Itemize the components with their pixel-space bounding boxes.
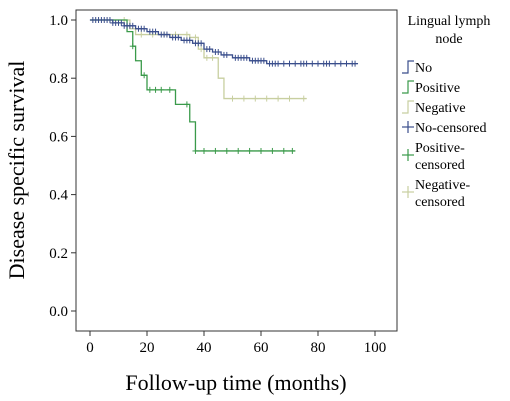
legend-label-positive: Positive [415,81,460,96]
censor-mark-no [198,40,205,47]
censor-mark-no [223,51,230,58]
legend-title: node [435,32,462,47]
censor-mark-positive [289,147,296,154]
y-tick-label: 0.6 [49,129,68,145]
legend-censor-mark-no [402,121,414,133]
censor-mark-positive [201,147,207,154]
legend-line-positive [402,80,414,94]
censor-mark-positive [141,72,148,79]
censor-mark-negative [240,95,247,102]
legend-censor-label-negative: censored [415,195,465,210]
x-tick-label: 40 [197,340,212,356]
x-tick-label: 0 [86,340,94,356]
censor-mark-negative [229,95,236,102]
y-tick-label: 1.0 [49,13,68,29]
censor-mark-positive [183,101,190,108]
censor-mark-no [303,60,310,67]
legend-censor-mark-positive [402,149,414,161]
censor-mark-negative [203,54,210,61]
legend-censor-label-positive: censored [415,158,465,173]
censor-mark-negative [192,34,199,41]
series-layer [89,17,359,154]
censor-mark-no [118,19,125,26]
legend-censor-label-positive: Positive- [415,141,465,156]
censor-mark-no [275,60,282,67]
censor-mark-no [280,60,287,67]
censor-mark-no [326,60,333,67]
x-tick-label: 20 [140,340,155,356]
censor-mark-negative [300,95,307,102]
censor-mark-no [206,46,213,53]
legend-label-negative: Negative [415,101,466,116]
censor-mark-no [352,60,359,67]
censor-mark-positive [212,147,219,154]
censor-mark-no [163,31,170,38]
legend-label-no: No [415,61,432,76]
censor-mark-positive [152,86,159,93]
censor-mark-positive [246,147,253,154]
censor-mark-no [343,60,350,67]
x-tick-label: 60 [254,340,269,356]
censor-mark-negative [252,95,259,102]
censor-mark-no [332,60,339,67]
censor-mark-no [186,37,193,44]
censor-mark-no [292,60,299,67]
censor-mark-no [152,28,159,35]
censor-mark-no [175,34,182,41]
y-tick-label: 0.8 [49,71,68,87]
censor-mark-negative [209,54,216,61]
censor-mark-positive [280,147,287,154]
y-tick-label: 0.0 [49,304,68,320]
censor-mark-no [309,60,316,67]
legend-censor-label-no: No-censored [415,121,487,136]
censor-mark-no [286,60,293,67]
legend-censor-label-negative: Negative- [415,178,471,193]
censor-mark-positive [158,86,165,93]
legend-title: Lingual lymph [408,14,491,29]
censor-mark-positive [192,147,199,154]
legend-censor-mark-negative [402,186,414,198]
axis-layer: 0 20 40 60 80 100 0.0 0.2 0.4 0.6 0.8 1.0 [49,13,386,356]
y-axis-title: Disease specific survival [4,61,29,280]
censor-mark-no [315,60,321,67]
censor-mark-positive [235,147,242,154]
censor-mark-no [106,17,113,23]
censor-mark-no [129,22,136,29]
y-tick-label: 0.2 [49,246,68,262]
censor-mark-negative [138,31,145,38]
censor-mark-positive [146,86,153,93]
censor-mark-positive [258,147,264,154]
censor-mark-no [141,25,148,32]
censor-mark-no [260,57,267,64]
y-tick-label: 0.4 [49,188,68,204]
legend-line-no [402,60,414,74]
censor-mark-positive [223,147,230,154]
censor-mark-no [337,60,344,67]
x-tick-label: 100 [364,340,387,356]
legend-line-negative [402,100,414,114]
x-axis-title: Follow-up time (months) [125,370,346,395]
censor-mark-positive [129,43,136,50]
x-tick-label: 80 [311,340,326,356]
censor-mark-no [215,49,222,56]
censor-mark-negative [275,95,282,102]
censor-mark-positive [269,147,276,154]
censor-mark-negative [183,31,190,38]
censor-mark-negative [286,95,293,102]
censor-mark-negative [198,46,205,53]
censor-mark-positive [166,86,173,93]
censor-mark-no [243,54,250,61]
censor-mark-negative [263,95,270,102]
